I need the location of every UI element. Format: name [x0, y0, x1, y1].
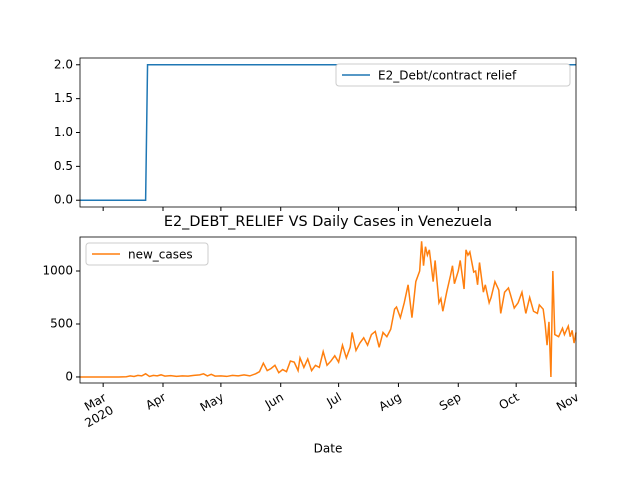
axes-frame — [79, 57, 577, 208]
x-tick-label: Aug — [376, 390, 403, 414]
y-tick-label: 0 — [65, 369, 73, 383]
x-tick-label: Jul — [323, 390, 343, 410]
y-tick-label: 1.0 — [54, 125, 73, 139]
legend-box — [335, 63, 571, 87]
y-tick-label: 1.5 — [54, 91, 73, 105]
axes-frame — [79, 236, 577, 384]
chart-title: E2_DEBT_RELIEF VS Daily Cases in Venezue… — [164, 214, 492, 230]
y-tick-label: 500 — [50, 316, 73, 330]
y-tick-label: 0.5 — [54, 159, 73, 173]
x-tick-label: Jun — [262, 390, 286, 412]
legend-label: new_cases — [128, 248, 193, 262]
x-tick-label: Apr — [143, 390, 168, 413]
x-tick-label: Nov — [554, 390, 581, 414]
legend-box — [85, 242, 209, 266]
y-tick-label: 1000 — [42, 264, 73, 278]
x-tick-label: Mar2020 — [75, 390, 116, 430]
series-line — [80, 241, 577, 378]
x-tick-label: May — [198, 390, 226, 415]
y-tick-label: 2.0 — [54, 57, 73, 71]
legend-label: E2_Debt/contract relief — [378, 69, 517, 83]
x-tick-label: Oct — [496, 390, 521, 413]
y-tick-label: 0.0 — [54, 193, 73, 207]
x-axis-label: Date — [314, 442, 343, 456]
x-tick-label: Sep — [437, 390, 464, 413]
